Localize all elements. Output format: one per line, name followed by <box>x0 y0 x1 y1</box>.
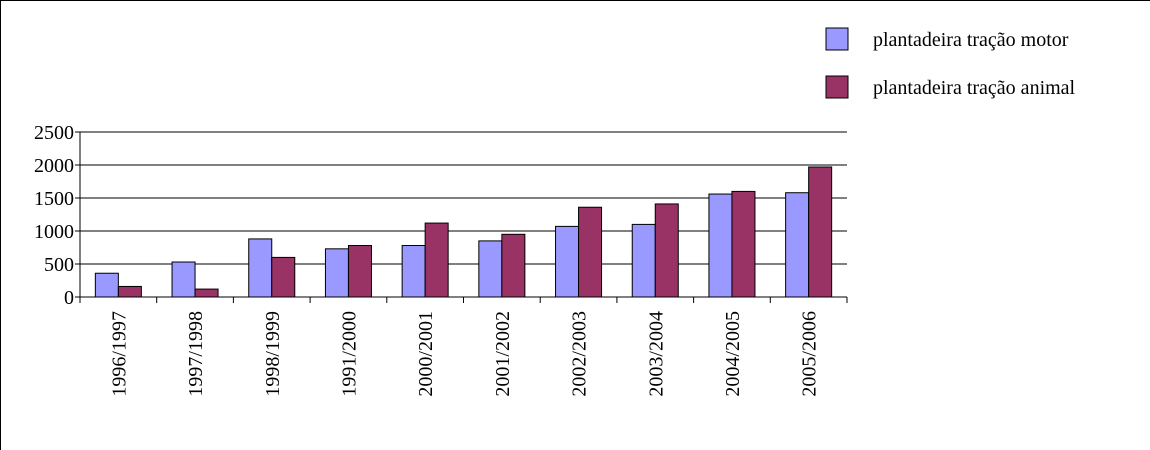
bar <box>654 203 679 298</box>
y-tick-label: 500 <box>44 254 74 276</box>
bar <box>555 225 580 298</box>
bar <box>271 256 296 298</box>
x-tick-label: 1996/1997 <box>108 311 130 397</box>
x-tick-label: 1998/1999 <box>262 311 284 397</box>
x-tick-label: 2003/2004 <box>645 311 667 397</box>
bar <box>248 238 273 298</box>
y-tick-label: 1500 <box>34 188 74 210</box>
bar <box>808 166 833 298</box>
bar <box>117 285 142 298</box>
bar <box>194 288 219 298</box>
bar <box>347 245 372 298</box>
x-tick-label: 1997/1998 <box>185 311 207 397</box>
legend-label: plantadeira tração motor <box>873 29 1069 51</box>
bar <box>631 223 656 298</box>
legend-swatch <box>825 27 849 51</box>
bar <box>171 261 196 298</box>
bar <box>578 206 603 298</box>
bar <box>94 272 119 298</box>
bar <box>324 248 349 298</box>
bar <box>478 240 503 298</box>
bar <box>785 192 810 298</box>
x-tick-label: 1991/2000 <box>338 311 360 397</box>
x-tick-label: 2005/2006 <box>799 311 821 397</box>
x-tick-label: 2004/2005 <box>722 311 744 397</box>
bar <box>708 193 733 298</box>
y-tick-label: 0 <box>64 287 74 309</box>
x-tick-label: 2002/2003 <box>569 311 591 397</box>
x-tick-label: 2000/2001 <box>415 311 437 397</box>
bar <box>401 245 426 298</box>
bar <box>731 190 756 298</box>
legend-label: plantadeira tração animal <box>873 77 1076 99</box>
bar <box>501 233 526 298</box>
y-tick-label: 1000 <box>34 221 74 243</box>
bar <box>424 222 449 298</box>
x-tick-label: 2001/2002 <box>492 311 514 397</box>
y-tick-label: 2500 <box>34 122 74 144</box>
legend-swatch <box>825 75 849 99</box>
y-tick-label: 2000 <box>34 155 74 177</box>
